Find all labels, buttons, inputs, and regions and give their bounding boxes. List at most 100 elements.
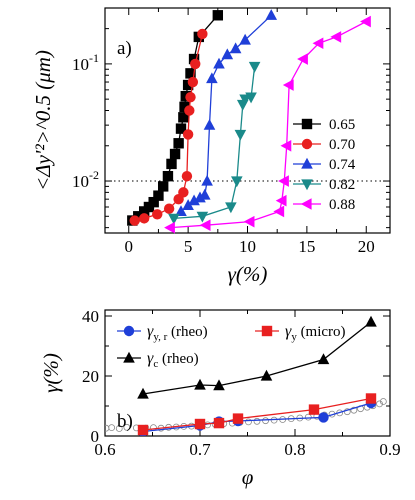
data-point-c — [365, 315, 377, 327]
x-tick-label-b: 0.7 — [189, 440, 211, 459]
data-point-0.65 — [169, 148, 181, 160]
data-point-y — [308, 404, 320, 415]
data-point-0.88 — [164, 221, 175, 234]
legend-marker — [301, 157, 313, 169]
series-line-y, r — [142, 402, 372, 433]
data-point-0.65 — [182, 79, 194, 91]
data-point-open-circle — [304, 413, 312, 421]
data-point-0.88 — [282, 79, 294, 91]
data-point-0.65 — [185, 68, 196, 79]
data-point-0.74 — [206, 72, 218, 84]
data-point-y — [213, 417, 225, 429]
data-point-0.74 — [203, 118, 216, 130]
legend-marker — [300, 198, 312, 210]
y-tick-label-a: 10-2 — [72, 168, 99, 191]
legend-marker-b — [123, 325, 135, 337]
data-point-0.65 — [175, 123, 187, 134]
data-point-c — [317, 353, 330, 365]
panel-label-a: a) — [117, 38, 132, 59]
legend-label: 0.88 — [329, 197, 355, 213]
legend-marker — [301, 118, 313, 130]
data-point-y, r — [318, 412, 329, 423]
legend-label-b: γy, r (rheo) — [147, 323, 208, 343]
data-point-0.70 — [138, 213, 150, 224]
data-point-y — [137, 424, 149, 436]
data-point-0.88 — [312, 37, 324, 50]
legend-label: 0.70 — [329, 137, 355, 153]
legend-gamma: γ — [147, 323, 154, 340]
y-tick-label-b: 20 — [82, 367, 99, 386]
data-area-b — [105, 315, 387, 436]
data-point-0.74 — [229, 42, 242, 54]
data-point-open-circle — [108, 424, 116, 432]
y-tick-label-a: 10-1 — [72, 51, 99, 74]
data-point-c — [213, 379, 225, 391]
data-point-0.88 — [330, 31, 342, 43]
series-line-0.74 — [180, 14, 272, 212]
y-tick-exp: -1 — [89, 51, 99, 65]
data-point-0.82 — [196, 211, 209, 223]
data-point-0.88 — [243, 215, 255, 228]
x-tick-label-a: 10 — [239, 237, 256, 256]
x-tick-label-a: 5 — [184, 237, 193, 256]
legend-gamma: γ — [285, 323, 292, 340]
data-point-0.70 — [197, 28, 208, 40]
legend-label-b: γy (micro) — [285, 323, 346, 343]
y-tick-base: 10 — [72, 172, 89, 191]
legend-tail: (micro) — [297, 324, 346, 340]
data-point-open-circle — [245, 418, 252, 426]
series-line-c — [142, 321, 372, 395]
data-point-c — [137, 387, 149, 399]
x-tick-label-b: 0.8 — [284, 440, 305, 459]
data-point-y — [365, 393, 377, 404]
data-point-0.74 — [221, 48, 234, 60]
data-point-0.70 — [178, 187, 189, 198]
data-point-0.88 — [273, 205, 285, 218]
legend-tail: (rheo) — [158, 351, 198, 367]
data-point-0.82 — [245, 92, 257, 104]
data-point-0.70 — [185, 91, 196, 103]
data-point-0.65 — [157, 181, 169, 192]
data-point-open-circle — [379, 398, 387, 405]
data-point-0.82 — [231, 176, 243, 188]
data-point-0.74 — [175, 205, 187, 217]
data-point-0.70 — [181, 170, 193, 182]
y-axis-label-a: <Δy'²>^0.5 (μm) — [31, 50, 55, 191]
data-point-0.88 — [199, 219, 211, 231]
data-point-0.65 — [173, 138, 184, 149]
data-point-0.74 — [188, 194, 200, 206]
data-point-0.65 — [179, 101, 190, 113]
legend-marker-b — [261, 325, 273, 337]
legend-label: 0.82 — [329, 177, 355, 193]
y-tick-label-b: 0 — [91, 427, 100, 446]
x-tick-label-b: 0.9 — [379, 440, 400, 459]
data-point-0.88 — [275, 194, 287, 207]
panel-a: 0 5 10 15 2010-210-10.650.700.740.820.88a)γ(… — [31, 7, 391, 286]
data-point-0.74 — [194, 191, 206, 203]
legend-label: 0.74 — [329, 157, 356, 173]
data-point-0.74 — [239, 33, 251, 45]
data-point-0.74 — [201, 174, 213, 186]
data-point-0.70 — [190, 58, 201, 70]
legend-marker — [301, 179, 313, 191]
data-point-0.65 — [148, 196, 159, 208]
legend-subscript: y, r — [153, 331, 167, 343]
legend-marker-b — [123, 351, 135, 363]
legend-label: 0.65 — [329, 117, 355, 133]
data-point-0.88 — [297, 53, 308, 65]
data-point-0.82 — [225, 202, 237, 214]
x-tick-label-b: 0.6 — [94, 440, 115, 459]
legend-subscript: c — [153, 358, 158, 370]
x-tick-label-a: 15 — [298, 237, 315, 256]
data-point-0.74 — [213, 57, 225, 69]
data-point-c — [260, 369, 273, 381]
data-point-open-circle — [105, 424, 110, 432]
data-point-0.65 — [212, 10, 224, 21]
data-point-0.65 — [178, 112, 189, 123]
y-tick-exp: -2 — [89, 168, 99, 182]
data-point-y — [232, 413, 244, 424]
data-point-open-circle — [376, 400, 383, 408]
data-point-0.65 — [162, 170, 174, 182]
data-point-c — [194, 378, 206, 390]
